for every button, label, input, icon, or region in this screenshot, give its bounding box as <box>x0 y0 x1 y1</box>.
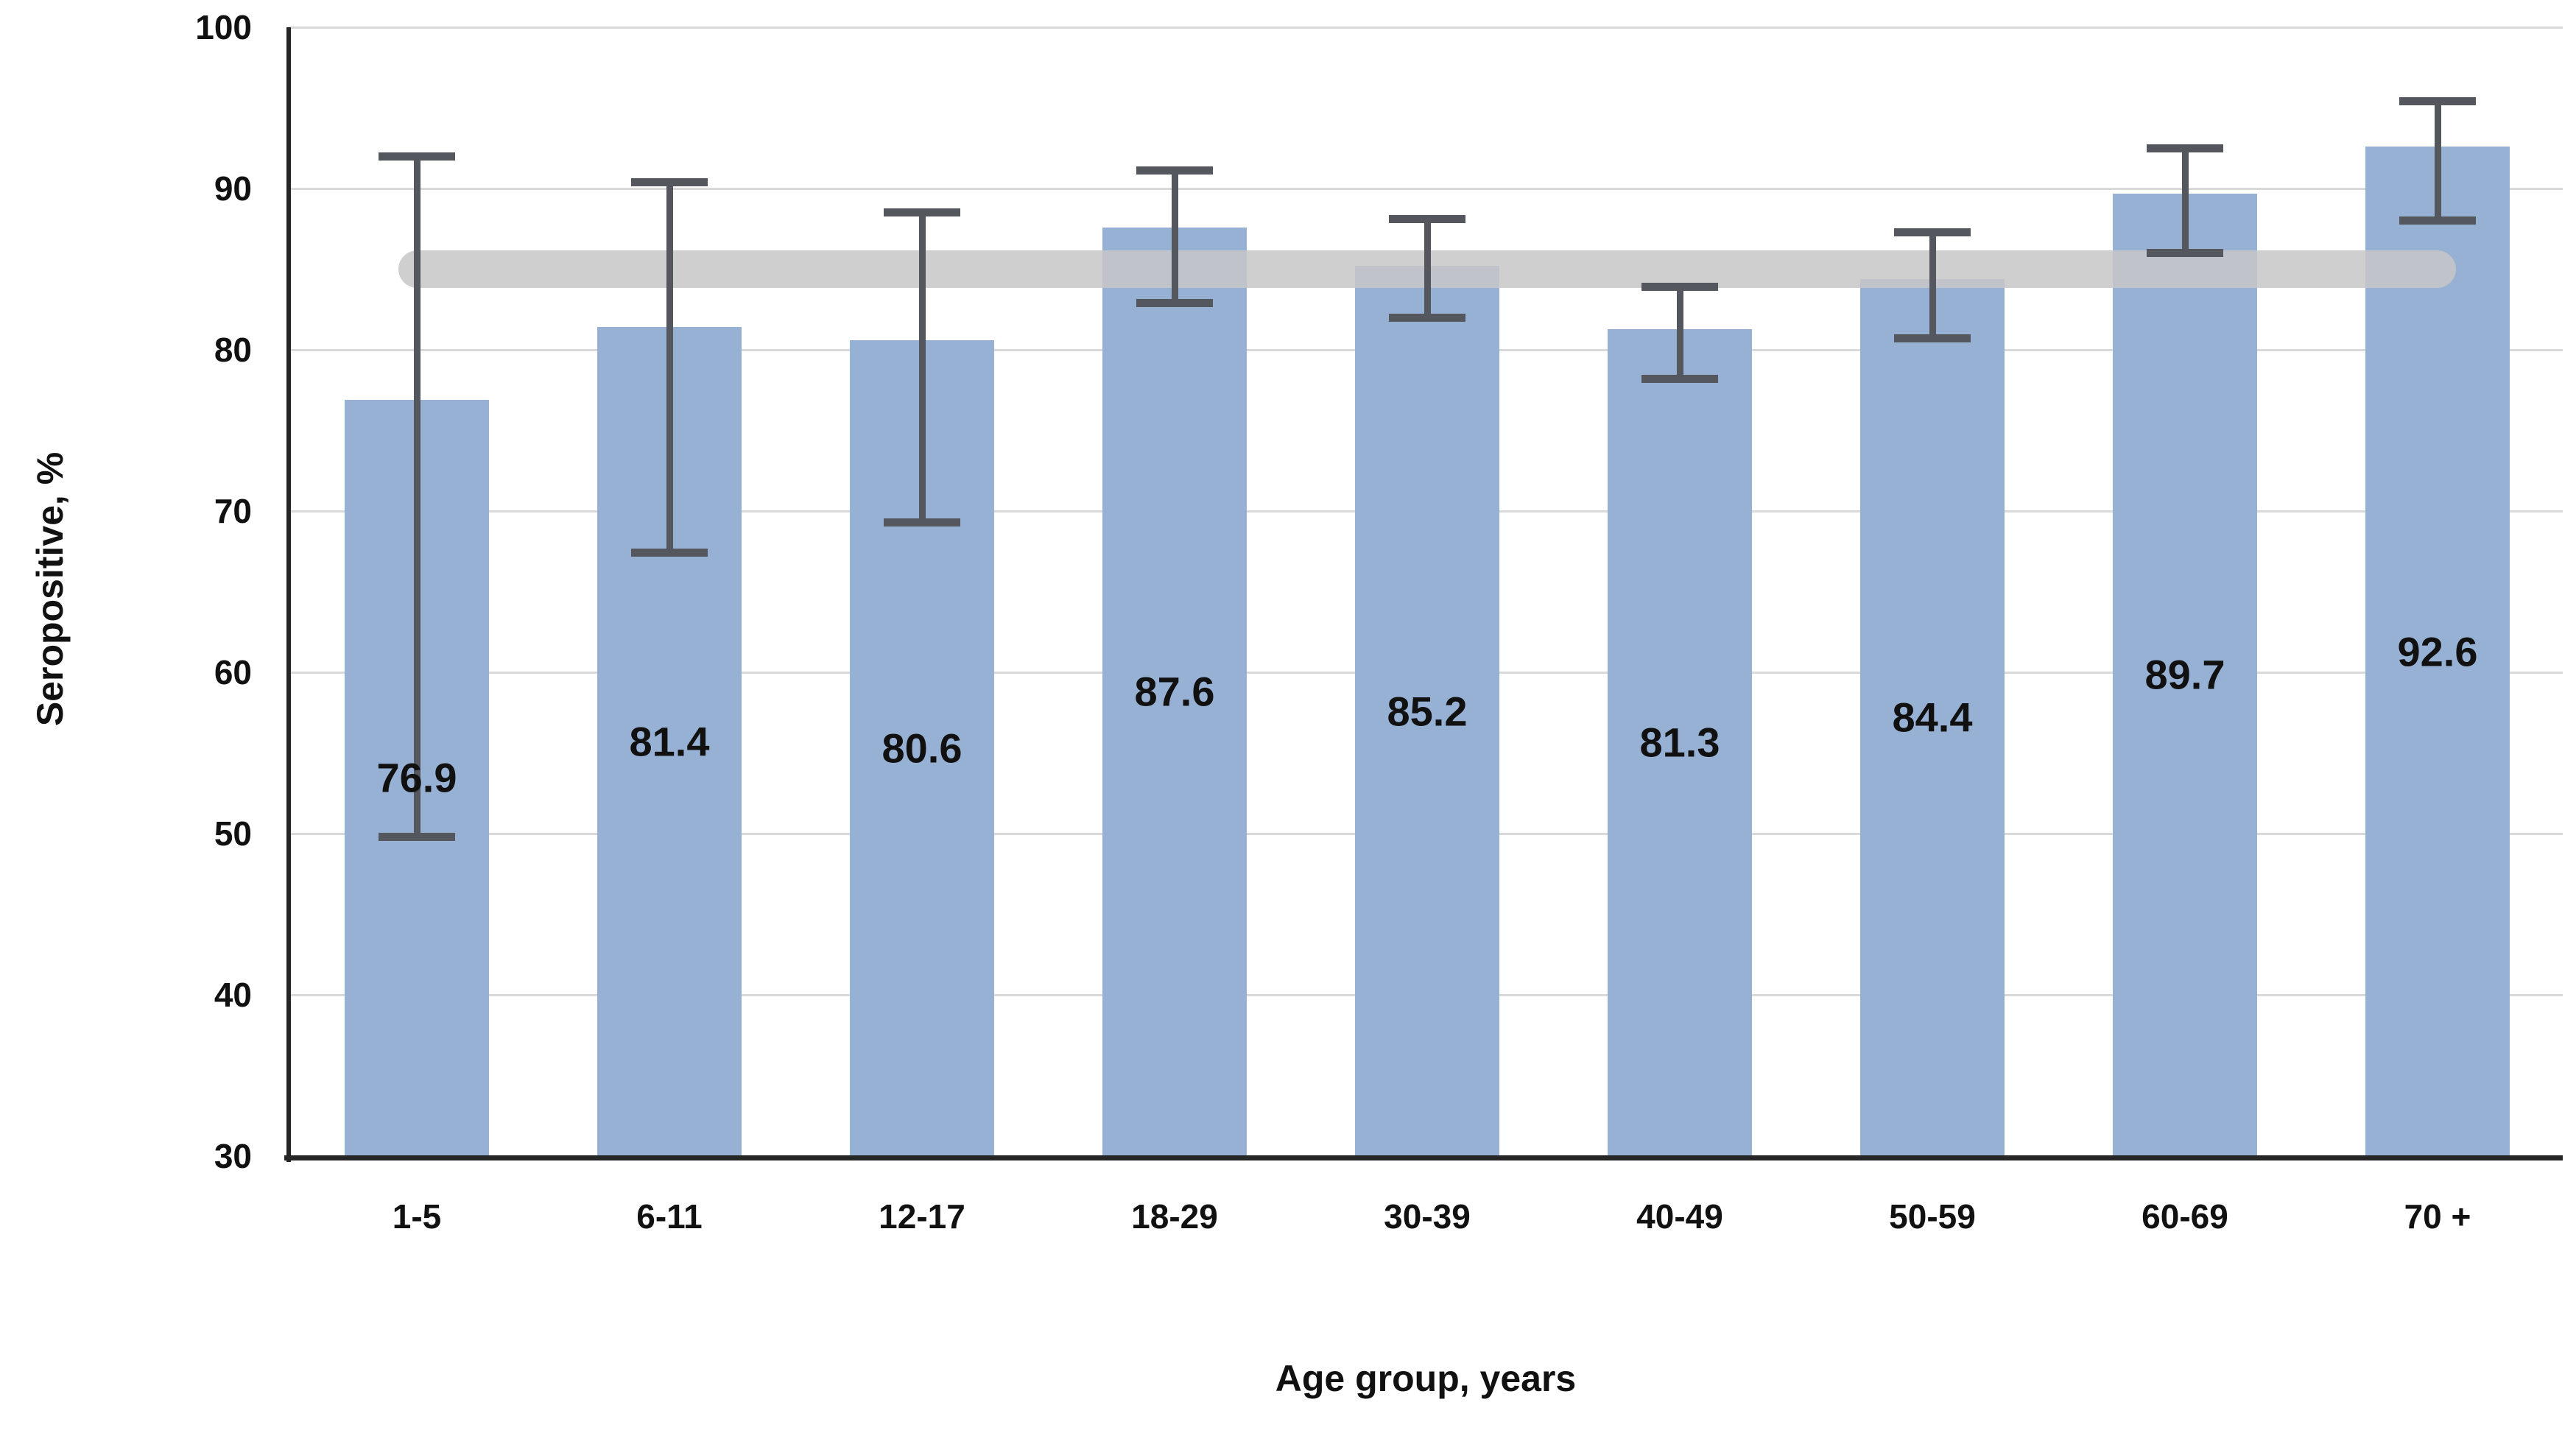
error-bar-bottom-cap <box>884 518 960 526</box>
error-bar-bottom-cap <box>2399 216 2476 225</box>
value-label: 84.4 <box>1892 694 1973 741</box>
y-tick-label: 60 <box>214 653 252 691</box>
x-tick-label: 50-59 <box>1889 1197 1976 1236</box>
error-bar-bottom-cap <box>1894 334 1971 343</box>
y-tick-label: 50 <box>214 814 252 853</box>
error-bar-bottom-cap <box>1136 298 1213 307</box>
x-tick-label: 30-39 <box>1384 1197 1471 1236</box>
error-bar-bottom-cap <box>379 832 455 841</box>
x-tick-label: 1-5 <box>392 1197 442 1236</box>
error-bar <box>918 212 926 523</box>
y-axis-line <box>286 27 291 1162</box>
y-tick-label: 90 <box>214 169 252 208</box>
error-bar <box>2181 148 2189 253</box>
value-label: 80.6 <box>881 725 963 772</box>
error-bar <box>1929 232 1936 339</box>
x-axis-line <box>284 1155 2563 1160</box>
x-tick-label: 60-69 <box>2142 1197 2228 1236</box>
x-tick-label: 40-49 <box>1636 1197 1723 1236</box>
error-bar-bottom-cap <box>631 549 708 557</box>
error-bar <box>666 182 673 553</box>
value-label: 87.6 <box>1134 668 1215 715</box>
value-label: 92.6 <box>2397 628 2478 675</box>
bar <box>1608 328 1752 1156</box>
x-tick-label: 18-29 <box>1131 1197 1218 1236</box>
error-bar-bottom-cap <box>1389 313 1465 322</box>
error-bar-top-cap <box>884 208 960 217</box>
y-tick-label: 80 <box>214 331 252 369</box>
error-bar-bottom-cap <box>1641 374 1718 383</box>
error-bar-bottom-cap <box>2147 249 2223 258</box>
y-tick-label: 30 <box>214 1137 252 1175</box>
error-bar-top-cap <box>1389 215 1465 224</box>
value-label: 85.2 <box>1387 688 1468 735</box>
value-label: 81.3 <box>1639 719 1720 766</box>
error-bar-top-cap <box>1136 166 1213 175</box>
error-bar-top-cap <box>1894 228 1971 236</box>
error-bar-top-cap <box>1641 283 1718 292</box>
y-tick-label: 40 <box>214 976 252 1014</box>
bar <box>1860 278 2005 1156</box>
error-bar-top-cap <box>379 152 455 161</box>
value-label: 76.9 <box>376 754 457 801</box>
x-tick-label: 70 + <box>2404 1197 2471 1236</box>
x-tick-label: 12-17 <box>879 1197 965 1236</box>
y-tick-label: 100 <box>195 8 252 46</box>
y-tick-label: 70 <box>214 492 252 530</box>
gridline <box>289 26 2563 29</box>
error-bar-top-cap <box>631 177 708 186</box>
error-bar <box>1424 219 1431 318</box>
gridline <box>289 187 2563 190</box>
error-bar-top-cap <box>2399 97 2476 106</box>
y-axis-title: Seropositive, % <box>29 451 71 727</box>
bar <box>2365 147 2510 1156</box>
value-label: 81.4 <box>629 718 710 765</box>
value-label: 89.7 <box>2144 651 2225 698</box>
bar <box>2113 193 2257 1156</box>
error-bar <box>1676 286 1683 379</box>
error-bar <box>2434 101 2441 221</box>
error-bar-top-cap <box>2147 144 2223 152</box>
error-bar <box>1171 170 1178 303</box>
bar <box>1102 227 1247 1156</box>
bar <box>1355 266 1499 1156</box>
error-bar <box>413 156 420 837</box>
x-tick-label: 6-11 <box>636 1197 703 1236</box>
x-axis-title: Age group, years <box>1275 1358 1577 1399</box>
